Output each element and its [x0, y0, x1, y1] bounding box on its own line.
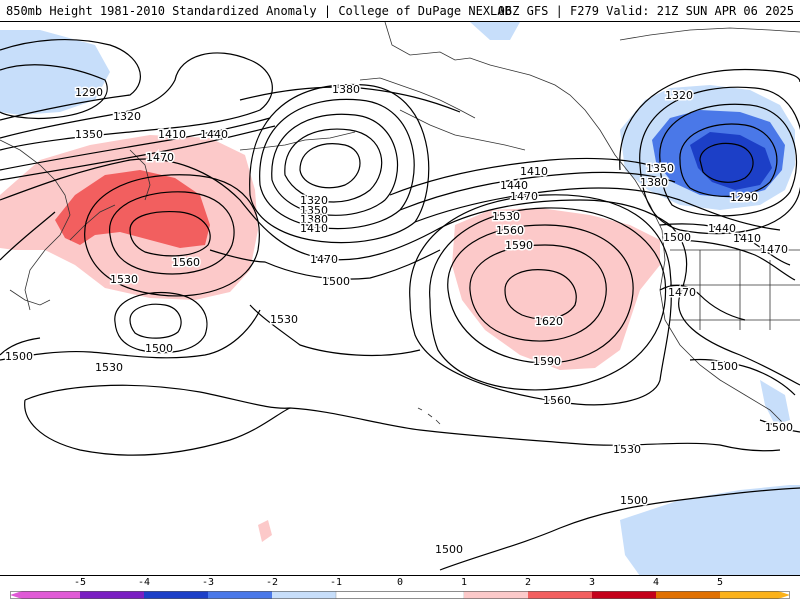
anomaly-pink-central-pacific: [452, 208, 660, 370]
colorbar-tick-label: 1: [460, 577, 468, 588]
contour-label: 1560: [543, 394, 571, 407]
colorbar-swatch-zero: [335, 591, 465, 599]
contour-label: 1380: [300, 213, 328, 226]
anomaly-blue-siberia: [0, 30, 110, 115]
colorbar-swatch-neg5: [10, 591, 22, 599]
contour-label: 1500: [322, 275, 350, 288]
height-contours: [0, 38, 800, 571]
contour-label: 1440: [200, 128, 228, 141]
colorbar-swatch-neg4: [80, 591, 144, 599]
contour-label: 1380: [640, 176, 668, 189]
contour-label: 1500: [145, 342, 173, 355]
contour-label: 1530: [492, 210, 520, 223]
colorbar-swatch-neg5-body: [22, 591, 80, 599]
colorbar-tick-label: 4: [652, 577, 660, 588]
anomaly-red-west-pacific: [55, 170, 210, 248]
colorbar-swatch-neg3: [144, 591, 208, 599]
map-canvas: 1290 1320 1350 1410 1440 1470 1380 1320 …: [0, 22, 800, 576]
contour-label: 1530: [270, 313, 298, 326]
contour-label: 1320: [665, 89, 693, 102]
colorbar-swatch-pos1: [464, 591, 528, 599]
contour-label: 1350: [646, 162, 674, 175]
anomaly-blue-southeast: [620, 485, 800, 575]
contour-label: 1350: [75, 128, 103, 141]
colorbar-tick-label: -2: [265, 577, 279, 588]
colorbar-swatch-pos3: [592, 591, 656, 599]
contour-label: 1440: [500, 179, 528, 192]
contour-label: 1560: [496, 224, 524, 237]
contour-label: 1500: [765, 421, 793, 434]
contour-label: 1620: [535, 315, 563, 328]
colorbar-tick-label: 3: [588, 577, 596, 588]
map-title: 850mb Height 1981-2010 Standardized Anom…: [6, 4, 512, 18]
colorbar-swatch-neg2: [208, 591, 272, 599]
contour-label: 1440: [708, 222, 736, 235]
contour-label: 1380: [332, 83, 360, 96]
contour-label: 1500: [663, 231, 691, 244]
colorbar-tick-label: -4: [137, 577, 151, 588]
anomaly-pink-small: [258, 520, 272, 542]
colorbar-outline: [10, 591, 790, 599]
contour-label: 1530: [95, 361, 123, 374]
contour-label: 1320: [300, 194, 328, 207]
map-svg: 1290 1320 1350 1410 1440 1470 1380 1320 …: [0, 22, 800, 575]
contour-label: 1350: [300, 204, 328, 217]
contour-label: 1590: [533, 355, 561, 368]
colorbar-swatch-pos2: [528, 591, 592, 599]
contour-label: 1410: [520, 165, 548, 178]
colorbar-swatch-pos5-tip: [778, 591, 790, 599]
contour-label: 1470: [510, 190, 538, 203]
contour-label: 1500: [5, 350, 33, 363]
contour-label: 1470: [146, 151, 174, 164]
model-run-info: 06Z GFS | F279 Valid: 21Z SUN APR 06 202…: [497, 4, 794, 18]
contour-label: 1470: [668, 286, 696, 299]
colorbar-tick-label: 0: [396, 577, 404, 588]
contour-label: 1530: [110, 273, 138, 286]
contour-label: 1500: [710, 360, 738, 373]
colorbar-tick-label: -1: [329, 577, 343, 588]
contour-label: 1290: [75, 86, 103, 99]
map-header: 850mb Height 1981-2010 Standardized Anom…: [0, 0, 800, 22]
contour-label: 1290: [730, 191, 758, 204]
colorbar-tick-label: 5: [716, 577, 724, 588]
colorbar-swatch-pos4: [656, 591, 720, 599]
coastlines: [0, 22, 800, 431]
contour-label: 1470: [310, 253, 338, 266]
colorbar-tick-label: -5: [73, 577, 87, 588]
colorbar-swatch-neg1: [272, 591, 336, 599]
contour-label: 1410: [300, 222, 328, 235]
colorbar-bar: [10, 591, 790, 599]
colorbar-tick-label: 2: [524, 577, 532, 588]
contour-label: 1500: [435, 543, 463, 556]
contour-label: 1530: [613, 443, 641, 456]
contour-labels: 1290 1320 1350 1410 1440 1470 1380 1320 …: [4, 82, 795, 558]
colorbar-tick-label: -3: [201, 577, 215, 588]
contour-label: 1560: [172, 256, 200, 269]
anomaly-blue-north: [470, 22, 520, 40]
contour-label: 1470: [760, 243, 788, 256]
contour-label: 1410: [733, 232, 761, 245]
contour-label: 1320: [113, 110, 141, 123]
anomaly-colorbar: -5 -4 -3 -2 -1 0 1 2 3 4 5: [0, 576, 800, 600]
contour-label: 1500: [620, 494, 648, 507]
colorbar-swatch-pos5: [720, 591, 778, 599]
contour-label: 1590: [505, 239, 533, 252]
anomaly-blue-mexico: [760, 380, 790, 425]
contour-label: 1410: [158, 128, 186, 141]
